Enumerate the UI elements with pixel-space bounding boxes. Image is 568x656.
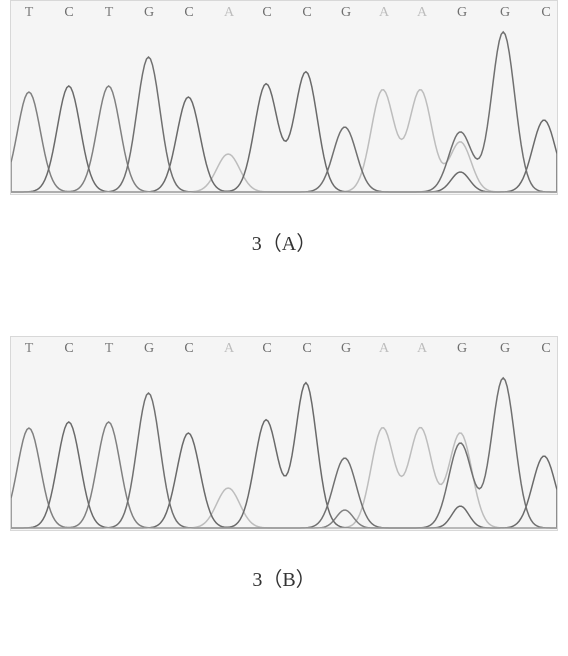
base-label: C xyxy=(302,341,311,357)
panel-caption-a: 3（A） xyxy=(10,195,558,276)
base-label: G xyxy=(144,341,154,357)
base-label: A xyxy=(379,5,389,21)
base-label: T xyxy=(25,5,34,21)
trace-c xyxy=(11,383,557,528)
base-label: T xyxy=(105,5,114,21)
panel-spacer xyxy=(0,276,568,336)
base-label: A xyxy=(224,341,234,357)
base-label: C xyxy=(262,341,271,357)
base-label: G xyxy=(457,5,467,21)
base-label: T xyxy=(105,341,114,357)
base-label: C xyxy=(184,341,193,357)
base-label: C xyxy=(541,5,550,21)
base-label: C xyxy=(64,5,73,21)
chromatogram-svg xyxy=(11,24,557,194)
chromatogram-box-a: TCTGCACCGAAGGC xyxy=(10,0,558,195)
base-label: G xyxy=(457,341,467,357)
trace-g xyxy=(11,378,557,528)
base-label: A xyxy=(417,341,427,357)
base-label: A xyxy=(417,5,427,21)
base-label-row: TCTGCACCGAAGGC xyxy=(11,341,557,361)
base-label: C xyxy=(541,341,550,357)
base-label: A xyxy=(224,5,234,21)
chromatogram-panel-a: T C T G C A C C G A A G G C 3（A） xyxy=(10,0,558,276)
chromatogram-panel-b: T C T G C A C C G A A G G C 3（B） xyxy=(10,336,558,612)
base-label: G xyxy=(500,341,510,357)
base-label: T xyxy=(25,341,34,357)
trace-a xyxy=(11,428,557,528)
trace-g xyxy=(11,32,557,192)
chromatogram-svg xyxy=(11,360,557,530)
base-label: C xyxy=(64,341,73,357)
base-label: A xyxy=(379,341,389,357)
base-label: G xyxy=(341,341,351,357)
base-label-row: TCTGCACCGAAGGC xyxy=(11,5,557,25)
base-label: C xyxy=(184,5,193,21)
panel-caption-b: 3（B） xyxy=(10,531,558,612)
base-label: G xyxy=(341,5,351,21)
base-label: C xyxy=(302,5,311,21)
base-label: G xyxy=(144,5,154,21)
base-label: C xyxy=(262,5,271,21)
chromatogram-box-b: TCTGCACCGAAGGC xyxy=(10,336,558,531)
base-label: G xyxy=(500,5,510,21)
